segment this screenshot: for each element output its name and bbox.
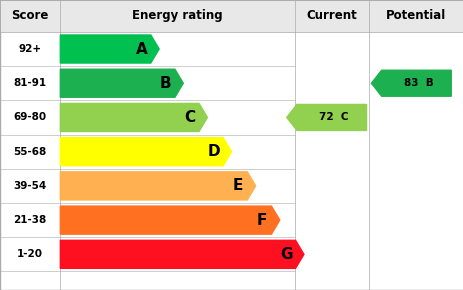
Text: 69-80: 69-80	[13, 113, 47, 122]
Text: E: E	[232, 178, 243, 193]
Bar	[0, 0, 463, 32]
Polygon shape	[286, 104, 366, 130]
Polygon shape	[60, 104, 207, 131]
Text: F: F	[257, 213, 267, 228]
Text: 72  C: 72 C	[319, 113, 348, 122]
Text: Energy rating: Energy rating	[132, 10, 222, 22]
Text: Potential: Potential	[386, 10, 445, 22]
Text: 83  B: 83 B	[403, 78, 433, 88]
Text: 1-20: 1-20	[17, 249, 43, 259]
Text: D: D	[207, 144, 220, 159]
Polygon shape	[60, 69, 183, 97]
Text: B: B	[159, 76, 171, 91]
Text: 92+: 92+	[19, 44, 42, 54]
Polygon shape	[60, 206, 279, 234]
Text: 21-38: 21-38	[13, 215, 47, 225]
Text: C: C	[184, 110, 195, 125]
Polygon shape	[370, 70, 450, 96]
Polygon shape	[60, 35, 159, 63]
Text: G: G	[280, 247, 292, 262]
Polygon shape	[60, 240, 303, 268]
Text: 39-54: 39-54	[13, 181, 47, 191]
Polygon shape	[60, 172, 255, 200]
Text: 81-91: 81-91	[13, 78, 47, 88]
Text: 55-68: 55-68	[13, 147, 47, 157]
Text: A: A	[135, 41, 147, 57]
Text: Score: Score	[12, 10, 49, 22]
Text: Current: Current	[306, 10, 357, 22]
Polygon shape	[60, 138, 231, 166]
